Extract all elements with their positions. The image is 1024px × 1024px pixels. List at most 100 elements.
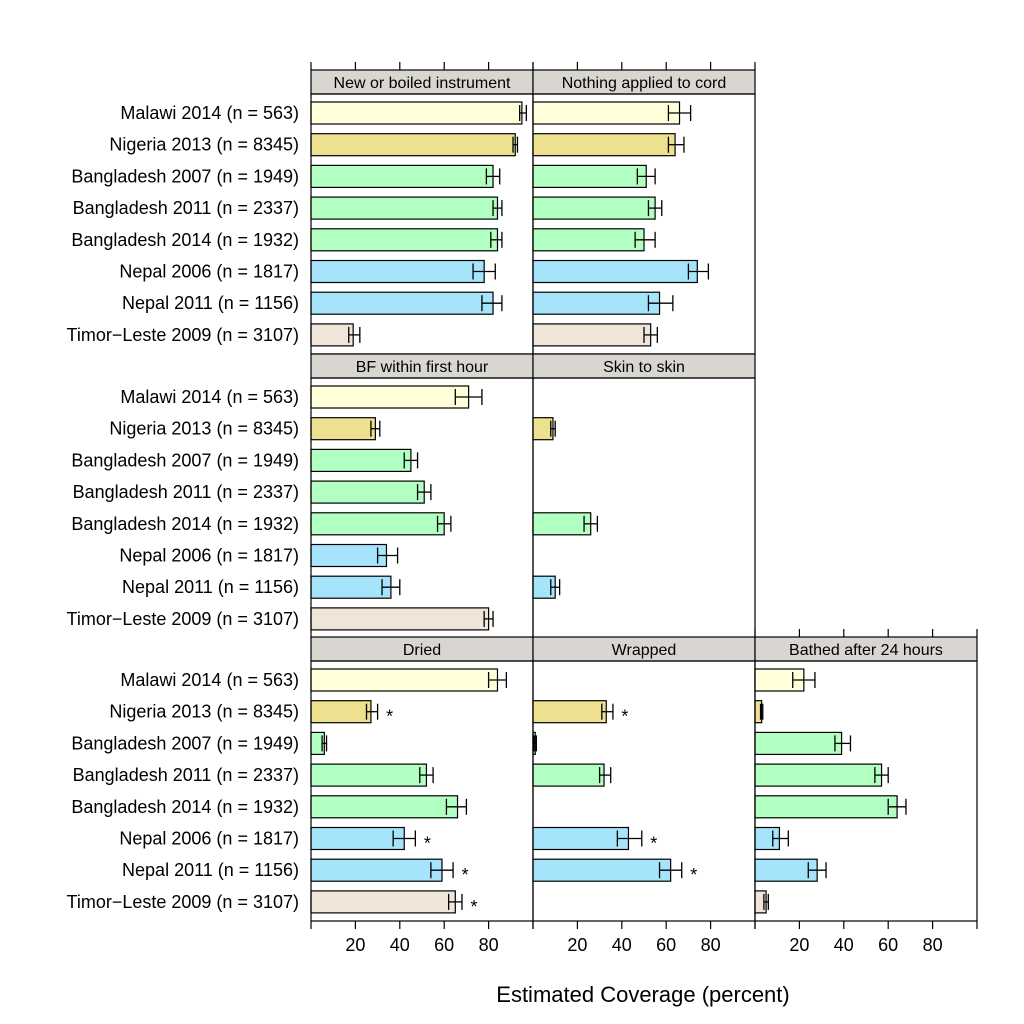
x-tick-label: 80 xyxy=(701,935,721,955)
bar xyxy=(532,259,698,284)
x-tick-label: 80 xyxy=(479,935,499,955)
row-label: Nepal 2006 (n = 1817) xyxy=(119,546,299,566)
row-label: Nigeria 2013 (n = 8345) xyxy=(109,702,299,722)
row-label: Bangladesh 2011 (n = 2337) xyxy=(73,198,299,218)
bar xyxy=(532,164,647,188)
bar xyxy=(754,731,843,756)
bar xyxy=(310,133,516,157)
bar xyxy=(754,763,883,787)
row-label: Malawi 2014 (n = 563) xyxy=(120,387,299,407)
bar xyxy=(532,700,607,724)
bar xyxy=(532,826,630,851)
bar xyxy=(532,133,676,157)
row-label: Malawi 2014 (n = 563) xyxy=(120,103,299,123)
panel-title: Skin to skin xyxy=(603,359,685,376)
row-label: Malawi 2014 (n = 563) xyxy=(120,670,299,690)
x-tick-label: 60 xyxy=(656,935,676,955)
significance-marker: * xyxy=(386,707,393,727)
row-label: Bangladesh 2007 (n = 1949) xyxy=(71,450,299,470)
bar xyxy=(532,196,656,220)
row-label: Nepal 2006 (n = 1817) xyxy=(119,829,299,849)
bar xyxy=(754,795,898,819)
bar xyxy=(310,512,445,536)
row-label: Timor−Leste 2009 (n = 3107) xyxy=(67,892,299,912)
significance-marker: * xyxy=(650,834,657,854)
panel-title: BF within first hour xyxy=(356,359,489,376)
x-tick-label: 60 xyxy=(878,935,898,955)
x-tick-label: 20 xyxy=(345,935,365,955)
panel-strip xyxy=(310,636,534,662)
row-label: Bangladesh 2007 (n = 1949) xyxy=(71,166,299,186)
panel-frame xyxy=(310,377,534,639)
row-label: Timor−Leste 2009 (n = 3107) xyxy=(67,325,299,345)
bar xyxy=(310,323,354,347)
row-label: Nigeria 2013 (n = 8345) xyxy=(109,135,299,155)
row-label: Nepal 2011 (n = 1156) xyxy=(122,293,299,313)
panel-frame xyxy=(310,93,534,355)
panel-frame xyxy=(532,377,756,639)
significance-marker: * xyxy=(690,865,697,885)
bar xyxy=(310,607,490,631)
panel-title: New or boiled instrument xyxy=(334,75,512,92)
bar xyxy=(310,228,499,252)
panel-strip xyxy=(532,636,756,662)
bar xyxy=(310,291,494,315)
row-label: Bangladesh 2011 (n = 2337) xyxy=(73,765,299,785)
bar xyxy=(310,795,459,819)
row-label: Timor−Leste 2009 (n = 3107) xyxy=(67,609,299,629)
bar xyxy=(310,668,499,692)
bar xyxy=(310,826,405,851)
bar xyxy=(310,164,494,188)
row-label: Bangladesh 2011 (n = 2337) xyxy=(73,482,299,502)
bar xyxy=(310,763,428,787)
panel-strip xyxy=(532,69,756,95)
row-label: Bangladesh 2007 (n = 1949) xyxy=(71,733,299,753)
row-label: Bangladesh 2014 (n = 1932) xyxy=(71,514,299,534)
bar xyxy=(310,101,523,125)
significance-marker: * xyxy=(470,897,477,917)
x-tick-label: 20 xyxy=(567,935,587,955)
bar xyxy=(310,700,372,724)
panel-title: Bathed after 24 hours xyxy=(789,642,943,659)
bar xyxy=(310,448,412,472)
bar xyxy=(532,323,652,347)
panel-frame xyxy=(754,660,978,922)
x-tick-label: 40 xyxy=(390,935,410,955)
bar xyxy=(532,763,605,787)
x-tick-label: 60 xyxy=(434,935,454,955)
bar xyxy=(310,417,376,441)
x-tick-label: 40 xyxy=(612,935,632,955)
bar xyxy=(310,259,485,284)
significance-marker: * xyxy=(462,865,469,885)
bar xyxy=(310,890,456,914)
bar xyxy=(310,385,470,409)
bar xyxy=(310,480,425,504)
bar xyxy=(532,417,554,441)
bar xyxy=(310,196,499,220)
panel-title: Nothing applied to cord xyxy=(562,75,727,92)
panel-strip xyxy=(532,353,756,379)
panel-title: Dried xyxy=(403,642,441,659)
bar xyxy=(532,512,592,536)
row-label: Bangladesh 2014 (n = 1932) xyxy=(71,797,299,817)
significance-marker: * xyxy=(621,707,628,727)
bar xyxy=(532,291,661,315)
bar xyxy=(310,543,388,568)
panel-title: Wrapped xyxy=(612,642,677,659)
row-label: Nepal 2006 (n = 1817) xyxy=(119,262,299,282)
x-tick-label: 80 xyxy=(923,935,943,955)
x-tick-label: 20 xyxy=(789,935,809,955)
panel-frame xyxy=(532,93,756,355)
significance-marker: * xyxy=(424,834,431,854)
bar xyxy=(310,575,392,599)
panel-frame xyxy=(310,660,534,922)
row-label: Nepal 2011 (n = 1156) xyxy=(122,577,299,597)
bar xyxy=(532,228,645,252)
panel-strip xyxy=(754,636,978,662)
x-tick-label: 40 xyxy=(834,935,854,955)
row-label: Nigeria 2013 (n = 8345) xyxy=(109,419,299,439)
panel-frame xyxy=(532,660,756,922)
row-label: Nepal 2011 (n = 1156) xyxy=(122,860,299,880)
bar xyxy=(532,858,672,882)
